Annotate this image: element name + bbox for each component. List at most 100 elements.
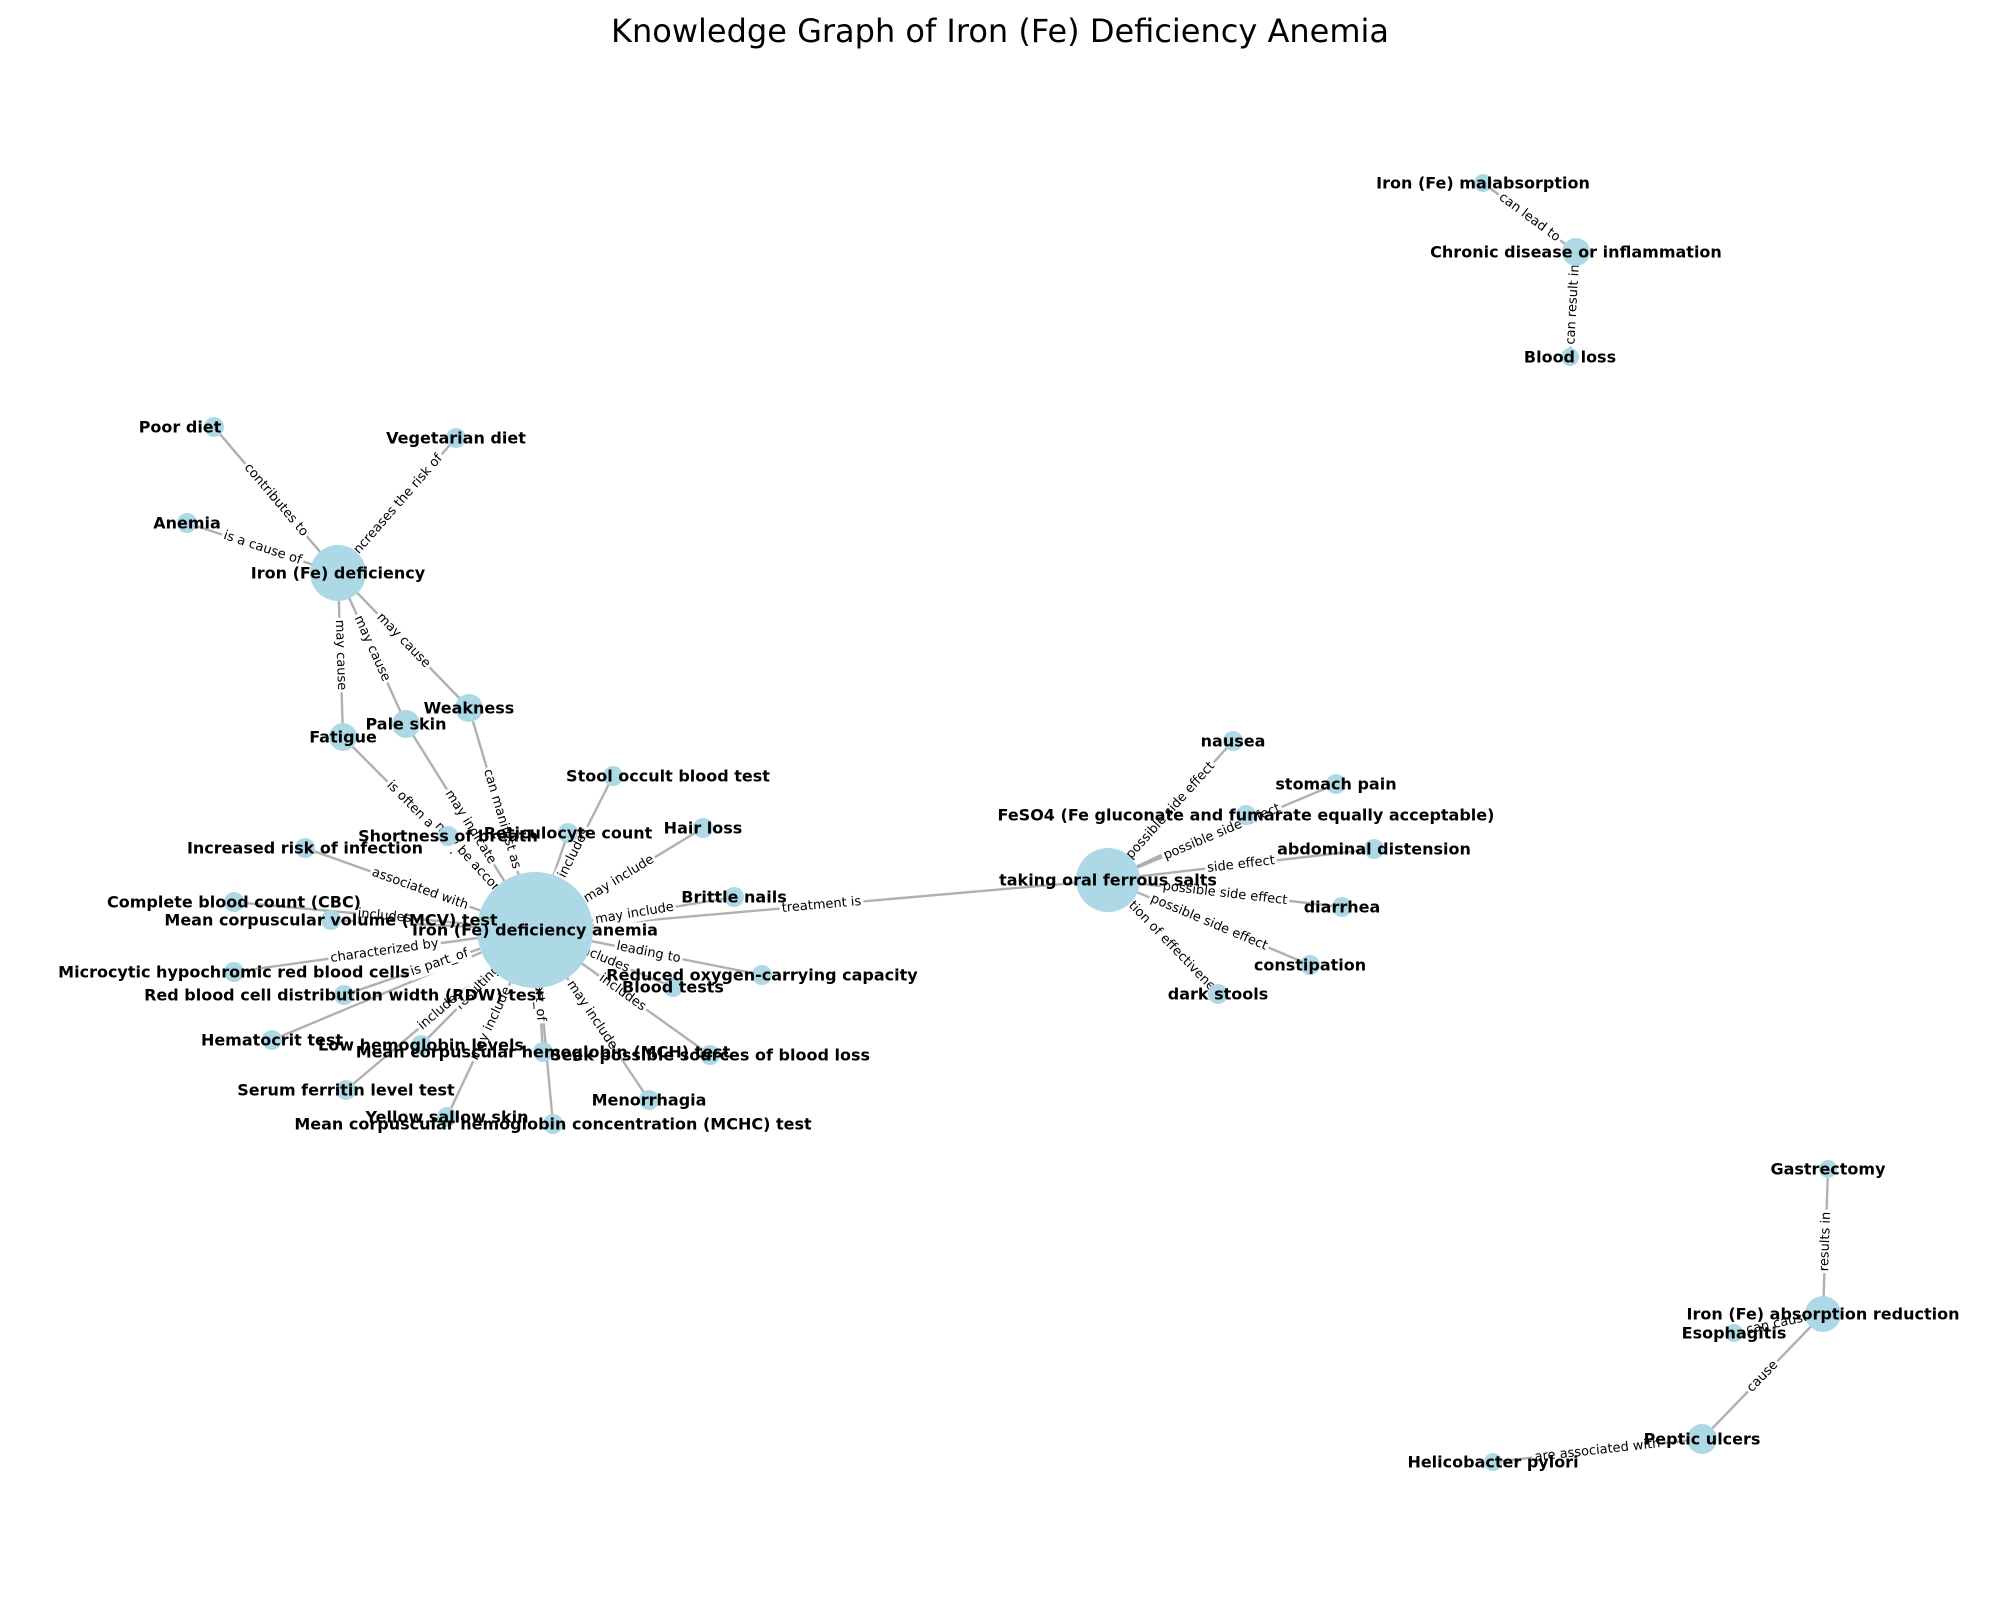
node-fatigue <box>329 723 357 751</box>
node-label-weak: Weakness <box>424 699 515 718</box>
edge-label-bg <box>1741 1355 1784 1398</box>
edge-label-bg <box>1742 1307 1815 1340</box>
edge-label-bg <box>412 984 469 1036</box>
edge-label: may cause <box>332 619 349 690</box>
node-retic <box>558 823 578 843</box>
node-label-hct: Hematocrit test <box>201 1031 343 1050</box>
node-mch <box>533 1042 553 1062</box>
edge-label-bg <box>406 943 474 981</box>
edge-label-bg <box>1815 1209 1836 1274</box>
node-label-abdom: abdominal distension <box>1277 840 1471 859</box>
edge-label: can lead to <box>1496 190 1563 245</box>
edge-label-bg <box>327 934 442 968</box>
node-label-mchc: Mean corpuscular hemoglobin concentratio… <box>294 1115 812 1134</box>
edge-label-bg <box>330 617 351 693</box>
node-menor <box>639 1090 659 1110</box>
edge-label-bg <box>439 785 502 869</box>
node-label-gastr: Gastrectomy <box>1770 1160 1886 1179</box>
edge-label-bg <box>238 458 314 542</box>
nodes-layer <box>177 174 1841 1471</box>
edge-label-group: treatment is <box>779 892 865 918</box>
node-label-absred: Iron (Fe) absorption reduction <box>1687 1305 1960 1324</box>
node-sob <box>438 826 458 846</box>
edge-label-bg <box>1562 261 1584 348</box>
edge-label-bg <box>1204 851 1278 878</box>
node-pale <box>392 710 420 738</box>
node-label-anemia: Anemia <box>153 514 221 533</box>
edge-label-bg <box>354 904 415 928</box>
edge-label-group: associated with <box>367 863 473 915</box>
node-label-ida: Iron (Fe) deficiency anemia <box>412 921 658 940</box>
edge-label-group: can result in <box>1562 261 1584 348</box>
node-label-sob: Shortness of breath <box>358 827 538 846</box>
node-hct <box>262 1030 282 1050</box>
node-diarr <box>1332 897 1352 917</box>
edge-label: cause <box>1744 1358 1781 1396</box>
node-label-stomach: stomach pain <box>1275 775 1396 794</box>
edge-label: associated with <box>370 865 470 913</box>
edge-label-group: may include <box>578 850 660 908</box>
edge-label-bg <box>1493 187 1566 248</box>
node-mcv <box>321 910 341 930</box>
node-bt <box>663 977 683 997</box>
edge-label-bg <box>1120 756 1221 865</box>
node-veg <box>446 428 466 448</box>
edge-label-group: results in <box>1815 1209 1836 1274</box>
edge-label-group: includes <box>354 904 415 928</box>
node-reduced <box>752 965 772 985</box>
node-label-chronic: Chronic disease or inflammation <box>1430 243 1722 262</box>
node-mchc <box>543 1114 563 1134</box>
node-label-oral: taking oral ferrous salts <box>999 871 1217 890</box>
node-label-mch: Mean corpuscular hemoglobin (MCH) test <box>356 1043 731 1062</box>
node-lowhb <box>411 1035 431 1055</box>
node-stool <box>603 766 623 786</box>
edge-label: is a cause of <box>222 528 304 568</box>
node-oral <box>1076 848 1140 912</box>
edge-label-bg <box>612 937 685 968</box>
edge-label-bg <box>561 975 623 1055</box>
node-label-const: constipation <box>1254 956 1366 975</box>
node-label-micro: Microcytic hypochromic red blood cells <box>58 963 410 982</box>
node-label-peptic: Peptic ulcers <box>1644 1430 1761 1449</box>
node-label-veg: Vegetarian diet <box>386 429 526 448</box>
node-abdom <box>1364 839 1384 859</box>
node-labels-layer: Iron (Fe) deficiency anemia taking oral f… <box>58 174 1959 1472</box>
node-brittle <box>724 887 744 907</box>
node-label-lowhb: Low hemoglobin levels <box>318 1036 524 1055</box>
node-seek <box>700 1045 720 1065</box>
edge-label-bg <box>594 968 652 1017</box>
node-feso4 <box>1236 805 1256 825</box>
node-anemia <box>177 513 197 533</box>
node-rdw <box>334 985 354 1005</box>
node-label-fatigue: Fatigue <box>309 728 377 747</box>
edge-label-bg <box>367 863 473 915</box>
edge-label: increases the risk of <box>348 451 446 560</box>
edge-label-bg <box>1146 889 1272 956</box>
node-label-yellow: Yellow sallow skin <box>365 1108 529 1127</box>
node-label-dark: dark stools <box>1168 985 1269 1004</box>
edge-label: results in <box>1817 1211 1834 1271</box>
edge-label-group: increases the risk of <box>346 448 449 562</box>
node-label-serum: Serum ferritin level test <box>237 1081 455 1100</box>
node-label-rdw: Red blood cell distribution width (RDW) … <box>144 986 544 1005</box>
node-label-retic: Reticulocyte count <box>484 824 653 843</box>
node-serum <box>336 1080 356 1100</box>
node-dark <box>1208 984 1228 1004</box>
node-weak <box>455 694 483 722</box>
node-label-feso4: FeSO4 (Fe gluconate and fumarate equally… <box>998 806 1495 825</box>
node-micro <box>224 962 244 982</box>
edge-label-bg <box>219 526 307 570</box>
node-label-stool: Stool occult blood test <box>566 767 770 786</box>
node-poor <box>204 417 224 437</box>
edge-label-bg <box>591 898 678 929</box>
graph-title: Knowledge Graph of Iron (Fe) Deficiency … <box>611 12 1389 50</box>
node-bloodloss <box>1561 348 1579 366</box>
node-label-malab: Iron (Fe) malabsorption <box>1376 174 1590 193</box>
node-label-mcv: Mean corpuscular volume (MCV) test <box>164 911 498 930</box>
node-malab <box>1474 174 1492 192</box>
node-hair <box>693 818 713 838</box>
edge-label: contributes to <box>241 460 311 539</box>
edge-label-group: cause <box>1741 1355 1784 1398</box>
edge-label-group: can lead to <box>1493 187 1566 248</box>
